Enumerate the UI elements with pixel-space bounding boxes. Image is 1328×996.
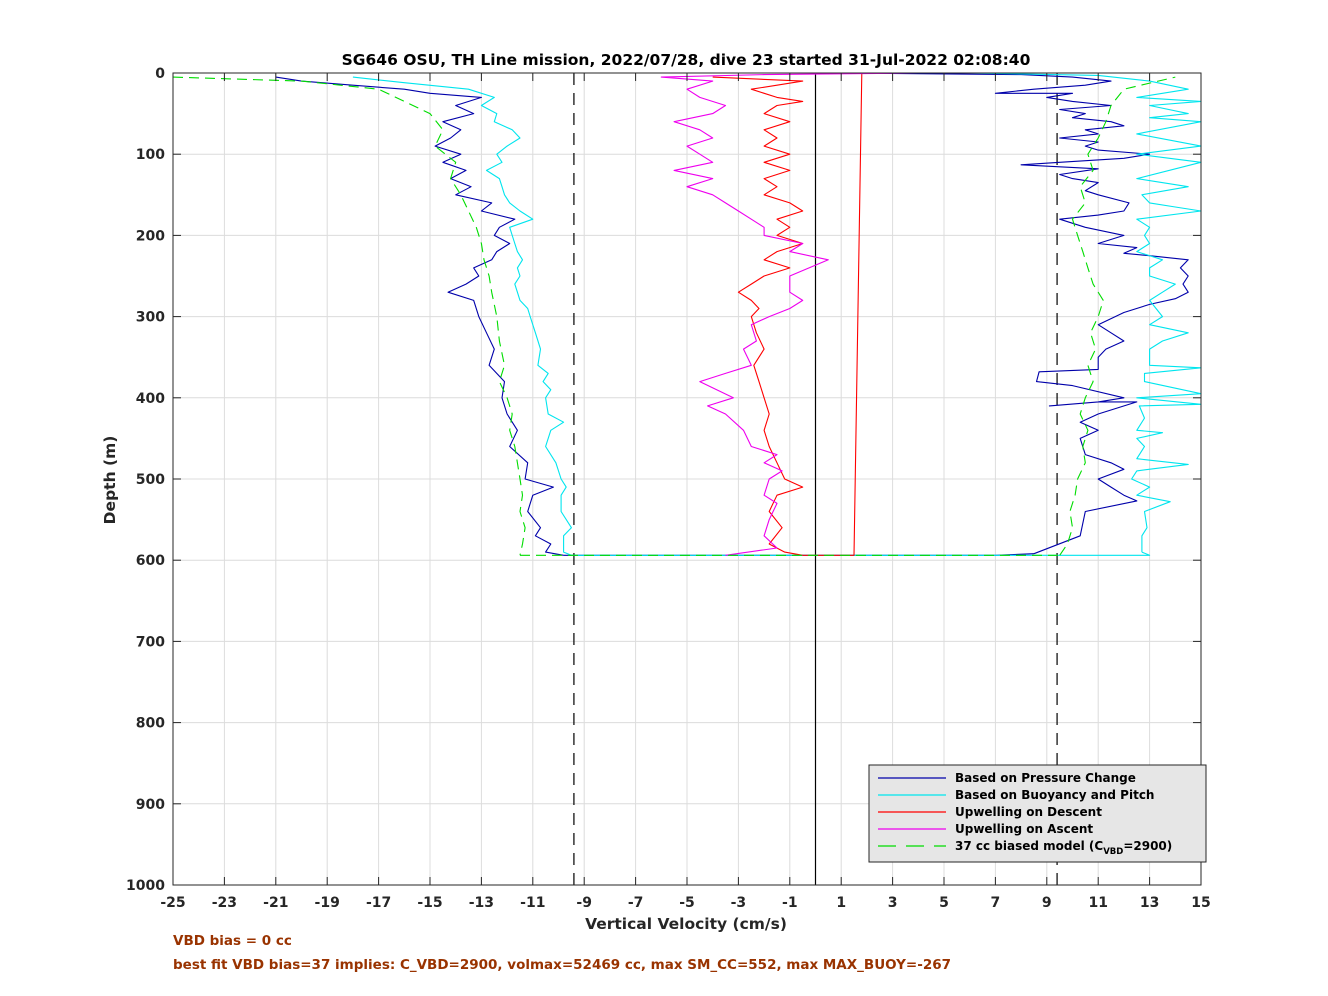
x-tick-label: 15 [1191,895,1210,911]
y-tick-label: 600 [136,553,165,569]
legend-label: Upwelling on Ascent [955,822,1093,836]
x-tick-label: 7 [991,895,1001,911]
vbd-bias-note: VBD bias = 0 cc [173,933,292,949]
y-tick-label: 0 [155,66,165,82]
y-tick-label: 900 [136,797,165,813]
legend-label: Upwelling on Descent [955,805,1102,819]
y-tick-label: 300 [136,310,165,326]
y-axis-label: Depth (m) [101,436,119,525]
x-tick-label: -11 [520,895,545,911]
x-tick-label: 3 [888,895,898,911]
legend: Based on Pressure Change Based on Buoyanc… [868,764,1207,863]
x-tick-label: -25 [160,895,185,911]
y-tick-label: 800 [136,716,165,732]
x-tick-label: -5 [679,895,695,911]
y-tick-label: 500 [136,472,165,488]
y-tick-label: 200 [136,228,165,244]
legend-label: Based on Buoyancy and Pitch [955,788,1154,802]
legend-label: Based on Pressure Change [955,771,1136,785]
plot-area [172,72,1202,556]
x-tick-label: 9 [1042,895,1052,911]
x-tick-label: -9 [576,895,592,911]
series-upwelling-on-descent [712,72,863,556]
y-tick-label: 1000 [126,878,165,894]
best-fit-note: best fit VBD bias=37 implies: C_VBD=2900… [173,957,952,973]
x-tick-label: 1 [836,895,846,911]
series-line [172,76,526,556]
legend-label-subscript: VBD [1103,847,1123,857]
x-tick-label: -23 [212,895,237,911]
series-line [841,72,1189,555]
series-based-on-buoyancy-and-pitch [352,72,1202,556]
x-tick-label: 5 [939,895,949,911]
x-tick-label: -1 [782,895,798,911]
x-tick-label: -21 [263,895,288,911]
series-upwelling-on-ascent [660,72,919,556]
x-tick-label: 11 [1088,895,1107,911]
y-tick-label: 100 [136,147,165,163]
x-tick-label: -15 [417,895,442,911]
series-line [660,72,919,556]
y-tick-label: 400 [136,391,165,407]
reference-lines [573,73,1058,885]
grid-lines [172,72,1202,886]
y-tick-label: 700 [136,634,165,650]
x-tick-label: -19 [315,895,340,911]
legend-box [868,764,1207,863]
series-line [1059,76,1176,556]
x-tick-label: -13 [469,895,494,911]
series-line [712,76,804,556]
axis-ticks: -25 -23 -21 -19 -17 -15 -13 -11 -9 -7 -5 -3 -1 1 3 5 7 9 1… [126,66,1211,911]
legend-label-text: 37 cc biased model (C [955,839,1103,853]
legend-label: 37 cc biased model (CVBD=2900) [955,839,1172,857]
x-tick-label: -17 [366,895,391,911]
x-axis-label: Vertical Velocity (cm/s) [585,915,787,933]
chart-title: SG646 OSU, TH Line mission, 2022/07/28, … [342,51,1031,69]
x-tick-label: -3 [731,895,747,911]
series-line [275,76,564,556]
series-based-on-pressure-change [275,72,1189,556]
x-tick-label: 13 [1140,895,1159,911]
series-line [969,72,1202,553]
series-line [352,76,572,556]
legend-label-tail: =2900) [1123,839,1172,853]
series-37-cc-biased-model-c-vbd-2900 [172,76,1176,556]
series-line [802,72,863,556]
x-tick-label: -7 [628,895,644,911]
